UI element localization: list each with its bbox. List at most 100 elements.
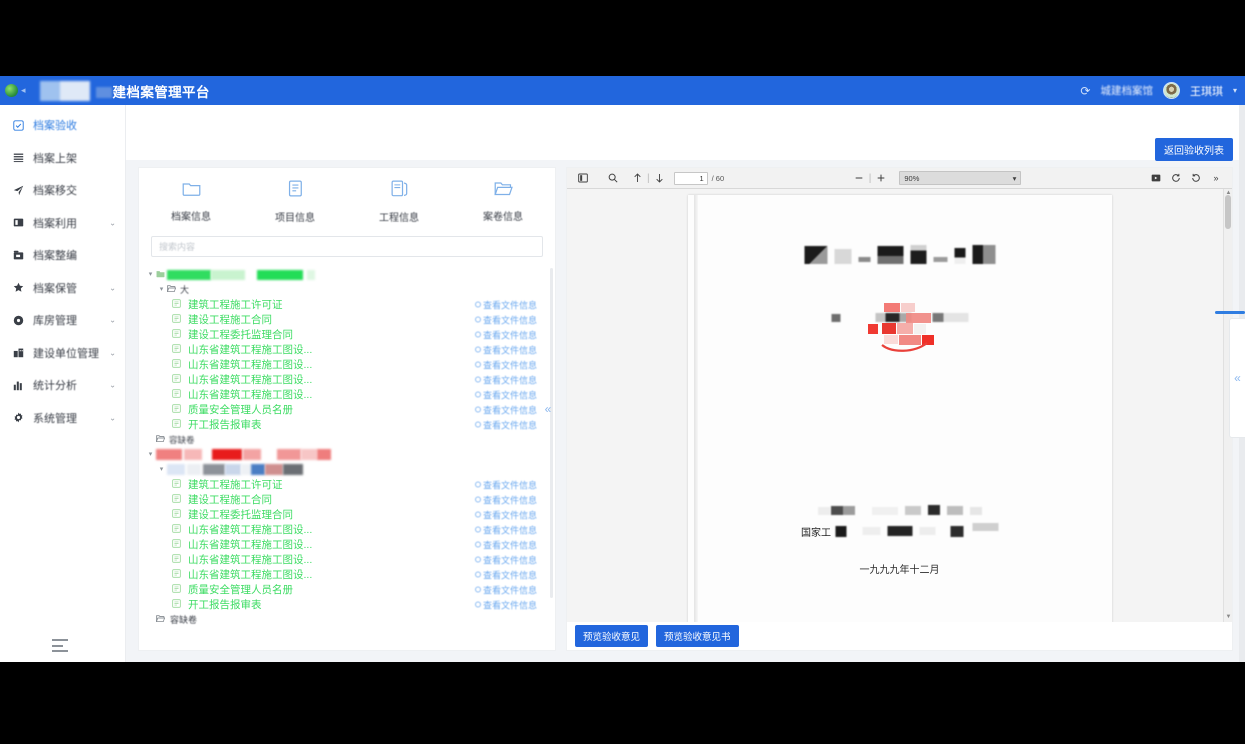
tree-node-missing-volume-2[interactable]: 容缺卷 bbox=[145, 612, 555, 627]
tree-file-row[interactable]: 山东省建筑工程施工图设... 查看文件信息 bbox=[145, 357, 555, 372]
pdf-sidebar-toggle-icon[interactable] bbox=[573, 170, 593, 187]
scroll-up-icon[interactable]: ▲ bbox=[1225, 190, 1232, 196]
chevron-down-icon[interactable]: ▾ bbox=[159, 466, 164, 473]
view-file-info-link[interactable]: 查看文件信息 bbox=[474, 493, 537, 506]
scroll-down-icon[interactable]: ▼ bbox=[1225, 614, 1232, 620]
collapse-tree-panel-button[interactable]: « bbox=[544, 402, 552, 416]
tree-file-row[interactable]: 质量安全管理人员名册 查看文件信息 bbox=[145, 402, 555, 417]
pdf-scroll-thumb[interactable] bbox=[1225, 195, 1231, 229]
minus-icon[interactable] bbox=[849, 170, 869, 187]
search-input[interactable] bbox=[151, 236, 543, 257]
file-name[interactable]: 质量安全管理人员名册 bbox=[188, 404, 293, 416]
file-name[interactable]: 建设工程委托监理合同 bbox=[188, 329, 293, 341]
sidebar-item-archive-acceptance[interactable]: 档案验收 bbox=[0, 109, 125, 142]
tree-file-row[interactable]: 建筑工程施工许可证 查看文件信息 bbox=[145, 297, 555, 312]
view-file-info-link[interactable]: 查看文件信息 bbox=[474, 328, 537, 341]
tree-file-row[interactable]: 山东省建筑工程施工图设... 查看文件信息 bbox=[145, 567, 555, 582]
tree-file-row[interactable]: 建筑工程施工许可证 查看文件信息 bbox=[145, 477, 555, 492]
view-file-info-link[interactable]: 查看文件信息 bbox=[474, 508, 537, 521]
tree-root-node-2[interactable]: ▾ bbox=[145, 447, 555, 462]
pdf-scrollbar[interactable]: ▲ ▼ bbox=[1223, 189, 1232, 622]
file-name[interactable]: 建设工程施工合同 bbox=[188, 314, 272, 326]
chevron-down-icon[interactable]: ⌄ bbox=[109, 413, 116, 423]
tree-file-row[interactable]: 建设工程施工合同 查看文件信息 bbox=[145, 492, 555, 507]
tree-child-node-2[interactable]: ▾ bbox=[145, 462, 555, 477]
chevron-down-icon[interactable]: ⌄ bbox=[109, 348, 116, 358]
sidebar-item-warehouse-management[interactable]: 库房管理 ⌄ bbox=[0, 304, 125, 337]
sidebar-item-system-management[interactable]: 系统管理 ⌄ bbox=[0, 402, 125, 435]
chevron-down-icon[interactable]: ⌄ bbox=[109, 218, 116, 228]
tree-file-row[interactable]: 山东省建筑工程施工图设... 查看文件信息 bbox=[145, 372, 555, 387]
rotate-cw-icon[interactable] bbox=[1166, 170, 1186, 187]
file-name[interactable]: 山东省建筑工程施工图设... bbox=[188, 359, 313, 371]
tree-child-node-1[interactable]: ▾ 大 bbox=[145, 282, 555, 297]
view-file-info-link[interactable]: 查看文件信息 bbox=[474, 553, 537, 566]
menu-collapse-icon[interactable] bbox=[52, 639, 68, 652]
file-name[interactable]: 山东省建筑工程施工图设... bbox=[188, 554, 313, 566]
file-name[interactable]: 山东省建筑工程施工图设... bbox=[188, 344, 313, 356]
double-chevron-right-icon[interactable]: » bbox=[1213, 173, 1219, 183]
view-file-info-link[interactable]: 查看文件信息 bbox=[474, 598, 537, 611]
tree-file-row[interactable]: 山东省建筑工程施工图设... 查看文件信息 bbox=[145, 387, 555, 402]
view-file-info-link[interactable]: 查看文件信息 bbox=[474, 358, 537, 371]
tree-file-row[interactable]: 山东省建筑工程施工图设... 查看文件信息 bbox=[145, 522, 555, 537]
chevron-down-icon[interactable]: ▾ bbox=[1232, 86, 1237, 95]
tab-archive-info[interactable]: 档案信息 bbox=[139, 180, 243, 224]
view-file-info-link[interactable]: 查看文件信息 bbox=[474, 583, 537, 596]
view-file-info-link[interactable]: 查看文件信息 bbox=[474, 418, 537, 431]
user-name[interactable]: 王琪琪 bbox=[1189, 85, 1223, 98]
view-file-info-link[interactable]: 查看文件信息 bbox=[474, 523, 537, 536]
sidebar-item-archive-custody[interactable]: 档案保管 ⌄ bbox=[0, 272, 125, 305]
tab-engineering-info[interactable]: 工程信息 bbox=[347, 180, 451, 224]
tree-root-node-1[interactable]: ▾ bbox=[145, 267, 555, 282]
preview-acceptance-opinion-button[interactable]: 预览验收意见 bbox=[575, 625, 649, 647]
sidebar-item-archive-transfer[interactable]: 档案移交 bbox=[0, 174, 125, 207]
file-name[interactable]: 建筑工程施工许可证 bbox=[188, 299, 283, 311]
view-file-info-link[interactable]: 查看文件信息 bbox=[474, 313, 537, 326]
tree-file-row[interactable]: 建设工程委托监理合同 查看文件信息 bbox=[145, 507, 555, 522]
sidebar-item-statistics-analysis[interactable]: 统计分析 ⌄ bbox=[0, 369, 125, 402]
chevron-down-icon[interactable]: ▾ bbox=[148, 451, 153, 458]
presentation-icon[interactable] bbox=[1146, 170, 1166, 187]
chevron-left-icon[interactable]: ◂ bbox=[21, 85, 26, 95]
tree-file-row[interactable]: 质量安全管理人员名册 查看文件信息 bbox=[145, 582, 555, 597]
file-name[interactable]: 建设工程施工合同 bbox=[188, 494, 272, 506]
file-name[interactable]: 山东省建筑工程施工图设... bbox=[188, 539, 313, 551]
arrow-down-icon[interactable] bbox=[650, 170, 670, 187]
file-name[interactable]: 开工报告报审表 bbox=[188, 419, 262, 431]
tree-file-row[interactable]: 山东省建筑工程施工图设... 查看文件信息 bbox=[145, 552, 555, 567]
expand-right-drawer-button[interactable]: « bbox=[1229, 318, 1245, 438]
file-name[interactable]: 山东省建筑工程施工图设... bbox=[188, 524, 313, 536]
chevron-down-icon[interactable]: ▾ bbox=[148, 271, 153, 278]
tab-project-info[interactable]: 项目信息 bbox=[243, 180, 347, 224]
plus-icon[interactable] bbox=[871, 170, 891, 187]
sidebar-item-archive-shelving[interactable]: 档案上架 bbox=[0, 142, 125, 175]
tab-case-file-info[interactable]: 案卷信息 bbox=[451, 180, 555, 224]
file-name[interactable]: 山东省建筑工程施工图设... bbox=[188, 389, 313, 401]
arrow-up-icon[interactable] bbox=[627, 170, 647, 187]
tree-file-row[interactable]: 开工报告报审表 查看文件信息 bbox=[145, 417, 555, 432]
file-name[interactable]: 质量安全管理人员名册 bbox=[188, 584, 293, 596]
search-icon[interactable] bbox=[603, 170, 623, 187]
tree-file-row[interactable]: 建设工程施工合同 查看文件信息 bbox=[145, 312, 555, 327]
file-name[interactable]: 建筑工程施工许可证 bbox=[188, 479, 283, 491]
view-file-info-link[interactable]: 查看文件信息 bbox=[474, 403, 537, 416]
view-file-info-link[interactable]: 查看文件信息 bbox=[474, 478, 537, 491]
tree-scrollbar[interactable] bbox=[550, 268, 553, 598]
preview-acceptance-opinion-doc-button[interactable]: 预览验收意见书 bbox=[656, 625, 739, 647]
sidebar-item-construction-unit-management[interactable]: 建设单位管理 ⌄ bbox=[0, 337, 125, 370]
chevron-down-icon[interactable]: ▾ bbox=[159, 286, 164, 293]
pdf-page-view[interactable]: 国家工 一九九九年十二月 ▲ ▼ bbox=[567, 189, 1232, 622]
file-name[interactable]: 山东省建筑工程施工图设... bbox=[188, 374, 313, 386]
sidebar-item-archive-compilation[interactable]: 档案整编 bbox=[0, 239, 125, 272]
view-file-info-link[interactable]: 查看文件信息 bbox=[474, 388, 537, 401]
sidebar-item-archive-utilization[interactable]: 档案利用 ⌄ bbox=[0, 207, 125, 240]
tree-file-row[interactable]: 山东省建筑工程施工图设... 查看文件信息 bbox=[145, 342, 555, 357]
tree-file-row[interactable]: 建设工程委托监理合同 查看文件信息 bbox=[145, 327, 555, 342]
view-file-info-link[interactable]: 查看文件信息 bbox=[474, 343, 537, 356]
file-name[interactable]: 开工报告报审表 bbox=[188, 599, 262, 611]
tree-node-missing-volume-1[interactable]: 容缺卷 bbox=[145, 432, 555, 447]
chevron-down-icon[interactable]: ⌄ bbox=[109, 380, 116, 390]
chevron-down-icon[interactable]: ⌄ bbox=[109, 283, 116, 293]
avatar[interactable] bbox=[1162, 82, 1180, 99]
